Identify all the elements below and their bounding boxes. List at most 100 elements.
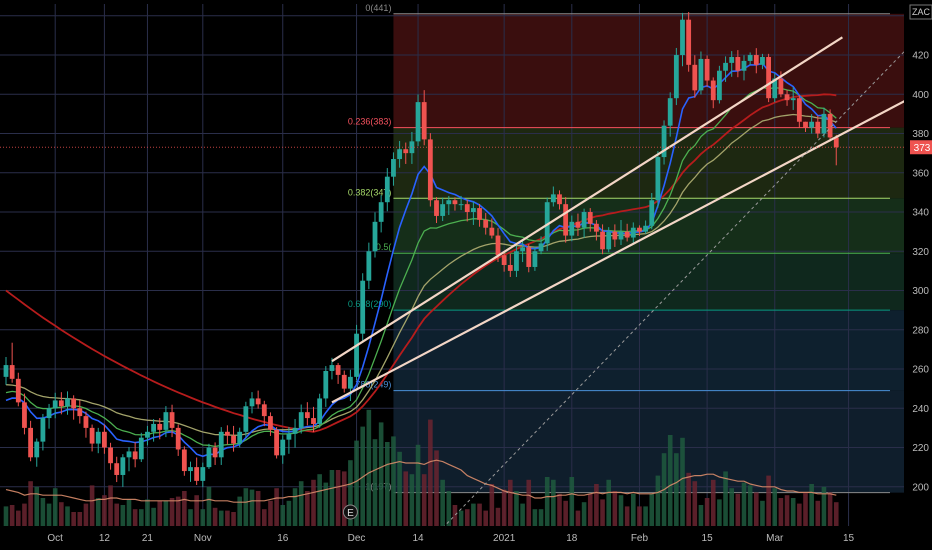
candle-body — [618, 231, 624, 240]
candle-body — [225, 431, 230, 436]
candle-body — [268, 416, 273, 430]
candle-body — [200, 467, 206, 481]
candle-body — [311, 418, 316, 424]
candle-body — [630, 227, 636, 238]
candle-body — [65, 398, 70, 407]
volume-bar — [120, 505, 126, 526]
volume-bar — [717, 499, 722, 526]
volume-bar — [471, 503, 476, 526]
candle-body — [649, 200, 655, 226]
volume-bar — [243, 488, 249, 526]
volume-bar — [551, 479, 556, 526]
candle-body — [655, 157, 661, 201]
volume-bar — [262, 509, 267, 526]
volume-bar — [538, 509, 544, 526]
volume-bar — [280, 505, 286, 526]
candle-body — [175, 427, 181, 450]
volume-bar — [71, 512, 76, 526]
volume-bar — [157, 500, 163, 526]
volume-bar — [686, 472, 691, 526]
candle-body — [378, 202, 384, 222]
volume-bar — [446, 491, 452, 526]
candle-body — [151, 423, 156, 432]
candle-body — [341, 374, 347, 389]
candle-body — [784, 94, 790, 101]
candle-body — [643, 225, 648, 232]
volume-bar — [600, 499, 605, 526]
volume-bar — [89, 485, 95, 526]
x-tick-label-7: 2021 — [493, 533, 516, 544]
candle-body — [815, 121, 821, 134]
candle-body — [587, 212, 593, 224]
volume-bar — [680, 437, 685, 526]
trendline-1 — [331, 97, 911, 404]
candle-body — [280, 439, 286, 456]
volume-bar — [16, 510, 21, 526]
volume-bar — [508, 479, 513, 526]
candle-body — [600, 231, 605, 250]
volume-bar — [833, 502, 839, 526]
volume-bar — [114, 503, 119, 526]
volume-bar — [778, 498, 784, 526]
y-tick-label-8: 280 — [912, 325, 929, 336]
x-tick-label-2: 21 — [142, 533, 154, 544]
volume-bar — [182, 491, 187, 526]
x-tick-label-0: Oct — [47, 533, 63, 544]
candle-body — [557, 194, 562, 205]
sma-red-line — [5, 93, 837, 433]
candle-body — [304, 412, 310, 419]
candle-body — [575, 221, 581, 228]
y-tick-label-3: 380 — [912, 129, 929, 140]
volume-bar — [335, 470, 341, 526]
volume-bar — [102, 495, 107, 526]
candle-body — [206, 447, 212, 468]
volume-bar — [268, 500, 273, 526]
candle-body — [34, 441, 40, 458]
candle-body — [261, 404, 267, 417]
volume-bar — [723, 471, 728, 526]
volume-bar — [557, 493, 562, 526]
volume-bar — [624, 506, 630, 526]
candle-body — [83, 416, 89, 428]
candle-body — [563, 204, 569, 236]
volume-bar — [434, 450, 439, 526]
volume-bar — [323, 482, 329, 526]
volume-bar — [397, 451, 402, 526]
candle-body — [298, 412, 304, 428]
candle-body — [372, 221, 378, 252]
candle-body — [335, 365, 341, 375]
candle-body — [489, 227, 495, 236]
candle-body — [741, 60, 747, 71]
volume-bar — [391, 436, 396, 526]
candle-body — [421, 102, 427, 140]
volume-bar — [821, 486, 827, 526]
volume-bar — [587, 493, 593, 526]
candle-body — [132, 451, 138, 460]
candle-body — [58, 400, 64, 407]
volume-ma-line — [5, 459, 837, 503]
volume-bar — [692, 481, 698, 526]
candle-body — [15, 378, 21, 403]
candle-body — [397, 149, 402, 160]
x-tick-label-10: 15 — [702, 533, 714, 544]
volume-bar — [385, 442, 390, 526]
volume-bar — [606, 479, 611, 526]
candle-body — [108, 447, 113, 464]
candle-body — [366, 251, 372, 281]
candle-body — [612, 231, 618, 240]
candle-body — [477, 208, 482, 220]
volume-bar — [175, 496, 181, 526]
volume-bar — [489, 484, 495, 526]
trendline-0 — [331, 36, 843, 363]
volume-bar — [9, 505, 15, 526]
volume-bar — [108, 485, 113, 526]
candle-body — [255, 398, 261, 405]
volume-bar — [754, 492, 759, 526]
volume-bar — [163, 500, 169, 526]
volume-bar — [341, 471, 347, 526]
volume-bar — [784, 495, 790, 526]
fib-zone-0 — [393, 13, 904, 128]
volume-bar — [415, 444, 421, 526]
